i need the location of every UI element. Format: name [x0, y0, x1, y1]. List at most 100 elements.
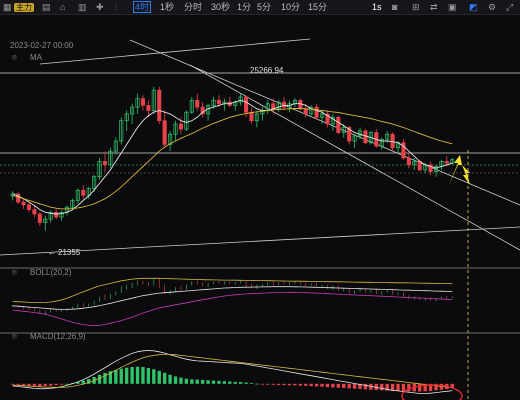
macd-hist-bar: [390, 383, 395, 391]
interval-1m[interactable]: 1分: [237, 1, 251, 13]
macd-hist-bar: [27, 383, 31, 386]
up-arrow-yellow: [448, 155, 462, 187]
toolbar: ▦ 主力 ▤ ⌂ ▥ ✚ ⫶ 4时 1秒 分时 30秒 1分 5分 10分 15…: [0, 0, 520, 15]
candle-body: [336, 116, 341, 133]
settings-icon[interactable]: ⚙: [488, 2, 497, 12]
candle: [130, 103, 135, 125]
fullscreen-icon[interactable]: ⤢: [506, 2, 514, 12]
tick-speed[interactable]: 1s: [372, 1, 382, 13]
macd-hist-bar: [298, 383, 303, 386]
candle: [32, 205, 37, 218]
channel-upper: [129, 39, 520, 206]
candle-body: [325, 113, 330, 125]
boll-upper-line: [12, 277, 453, 303]
candle: [336, 115, 341, 135]
candle-body: [178, 123, 183, 130]
candle: [287, 100, 292, 113]
candle-body: [238, 96, 243, 103]
pin-icon[interactable]: ✚: [96, 2, 104, 12]
macd-hist-bar: [76, 381, 80, 384]
camera-icon[interactable]: ◙: [392, 2, 398, 12]
macd-hist-bar: [233, 381, 237, 384]
candle: [227, 96, 232, 108]
macd-hist-bar: [190, 379, 194, 384]
macd-hist-bar: [309, 383, 313, 387]
candle-body: [43, 218, 48, 223]
macd-hist-bar: [325, 383, 330, 388]
interval-timeshare[interactable]: 分时: [184, 1, 202, 13]
candle: [379, 137, 384, 150]
candle-type-icon[interactable]: ⫶: [115, 2, 118, 12]
indicator-icon[interactable]: ⊞: [412, 2, 420, 12]
candle-body: [330, 116, 335, 125]
draw-icon[interactable]: ◩: [469, 2, 478, 12]
macd-dif-line: [12, 350, 453, 394]
candle-body: [59, 211, 64, 218]
interval-30s[interactable]: 30秒: [211, 1, 230, 13]
interval-15m[interactable]: 15分: [308, 1, 327, 13]
interval-1s[interactable]: 1秒: [160, 1, 174, 13]
candle-body: [401, 142, 406, 159]
candle: [189, 96, 194, 114]
candle: [157, 86, 162, 125]
low-price-label: 21355: [58, 248, 81, 257]
candle-body: [341, 127, 346, 133]
compare-icon[interactable]: ⇄: [430, 2, 438, 12]
macd-hist-bar: [293, 383, 297, 386]
boll-eye-icon[interactable]: ⌾: [12, 268, 17, 277]
candle: [97, 158, 102, 181]
candle: [108, 147, 113, 169]
grid-icon[interactable]: ▤: [42, 2, 51, 12]
macd-hist-bar: [271, 383, 275, 385]
interval-5m-label: 5分: [257, 2, 272, 12]
candle-body: [314, 106, 319, 118]
interval-10m[interactable]: 10分: [281, 1, 300, 13]
macd-hist-bar: [287, 383, 292, 386]
low-arrow: ←: [48, 248, 56, 257]
interval-1s-label: 1秒: [160, 2, 175, 12]
macd-hist-bar: [217, 380, 221, 384]
support-line: [0, 226, 520, 256]
interval-1m-label: 1分: [237, 2, 252, 12]
candle: [260, 107, 265, 121]
account-badge[interactable]: 主力: [14, 1, 34, 13]
candle-body: [26, 204, 32, 210]
candle-body: [406, 157, 411, 166]
macd-hist-bar: [87, 378, 91, 384]
candle-body: [81, 189, 86, 196]
high-price-label: 25266.94: [250, 66, 284, 75]
interval-5m[interactable]: 5分: [257, 1, 271, 13]
macd-hist-bar: [358, 383, 362, 389]
candle-body: [119, 120, 124, 142]
candle-body: [75, 189, 80, 201]
candle-body: [86, 188, 91, 196]
interval-timeshare-label: 分时: [184, 2, 203, 12]
macd-eye-icon[interactable]: ⌾: [12, 332, 17, 341]
interval-4h-label: 4时: [133, 1, 152, 13]
chart-icon[interactable]: ▥: [78, 2, 87, 12]
candle-body: [385, 133, 390, 140]
eye-icon[interactable]: ⌾: [12, 53, 17, 62]
ma-fast-line: [12, 99, 453, 215]
candle-body: [168, 133, 173, 145]
candle-body: [368, 132, 373, 144]
interval-4h[interactable]: 4时: [133, 1, 152, 13]
home-icon[interactable]: ⌂: [60, 2, 66, 12]
candle: [92, 174, 97, 192]
macd-hist-bar: [423, 383, 427, 392]
interval-10m-label: 10分: [281, 2, 301, 12]
candle-body: [347, 127, 352, 142]
macd-hist-bar: [32, 383, 37, 387]
macd-hist-bar: [222, 381, 227, 384]
candle: [292, 98, 297, 108]
candle-body: [211, 99, 216, 106]
candle: [81, 185, 86, 199]
candle-body: [173, 123, 178, 135]
macd-hist-bar: [336, 383, 341, 388]
layout-icon[interactable]: ▣: [448, 2, 457, 12]
candle: [37, 212, 42, 226]
account-label: 主力: [14, 3, 34, 12]
macd-hist-bar: [249, 383, 254, 384]
chart-canvas[interactable]: 2023-02-27 00:00 MA ⌾ BOLL(20,2) ⌾ MACD(…: [0, 15, 520, 400]
macd-dea-line: [12, 354, 453, 389]
